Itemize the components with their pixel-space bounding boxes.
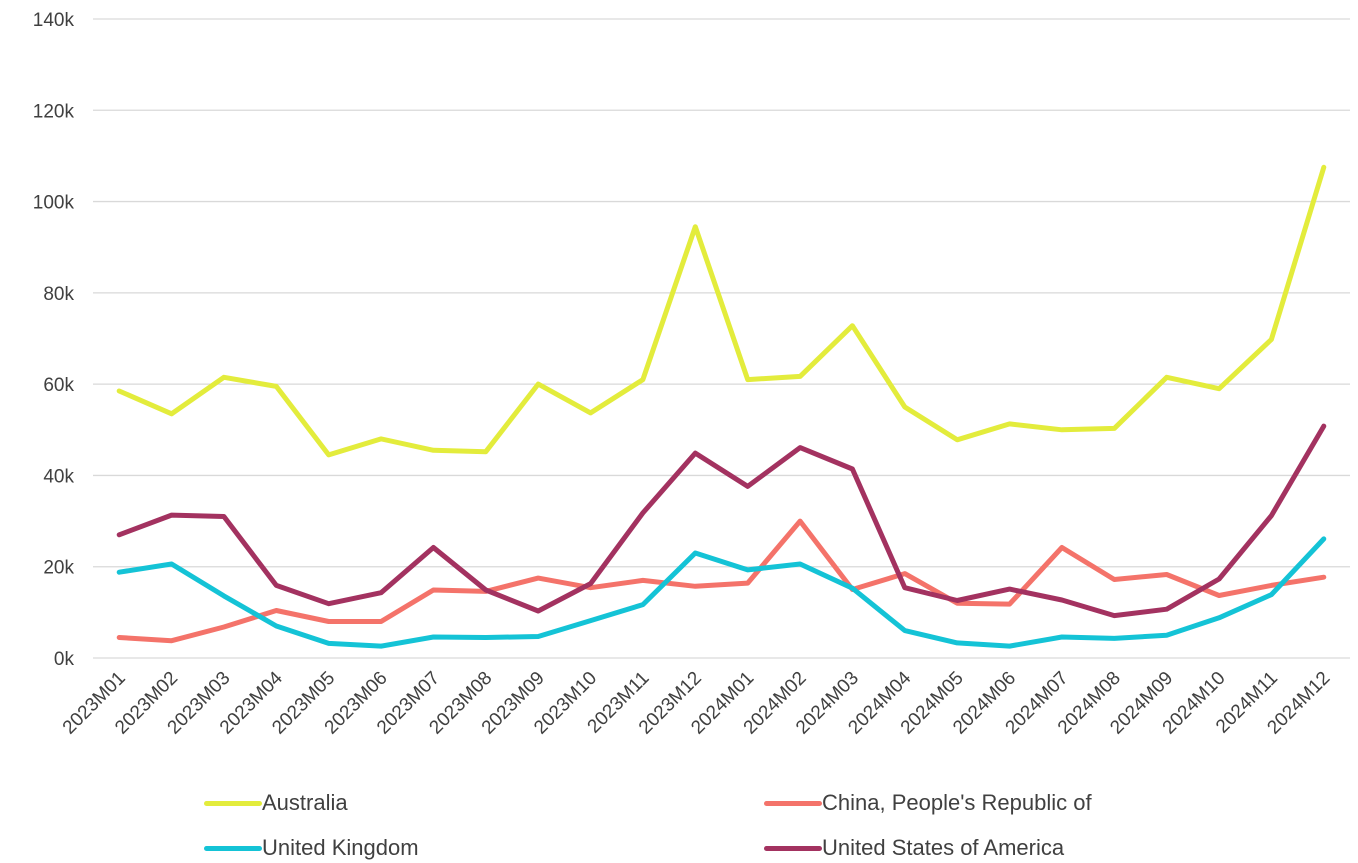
y-tick-label: 20k <box>43 558 74 579</box>
y-tick-label: 80k <box>43 284 74 305</box>
series-lines <box>116 164 1327 649</box>
y-tick-label: 40k <box>43 466 74 487</box>
legend-label: Australia <box>262 790 348 815</box>
series-line-china-people-s-republic-of <box>116 518 1327 644</box>
legend-swatch <box>764 845 822 851</box>
legend-item-china: China, People's Republic of <box>764 788 1092 818</box>
legend-item-united-states: United States of America <box>764 833 1064 863</box>
y-tick-label: 120k <box>33 101 75 122</box>
legend-swatch <box>204 845 262 851</box>
y-tick-label: 0k <box>54 649 75 670</box>
legend-label: United States of America <box>822 835 1065 860</box>
chart-canvas: 0k 20k 40k 60k 80k 100k 120k 140k 2023M012023M0… <box>33 10 1350 739</box>
legend-label: United Kingdom <box>262 835 419 860</box>
legend-swatch <box>764 800 822 806</box>
gridlines <box>93 18 1350 659</box>
series-line-united-states-of-america <box>116 423 1327 619</box>
series-line-united-kingdom <box>116 536 1327 649</box>
x-axis-ticks: 2023M012023M022023M032023M042023M052023M… <box>59 667 1335 738</box>
legend-swatch <box>204 800 262 806</box>
y-tick-label: 100k <box>33 193 75 214</box>
y-axis-ticks: 0k 20k 40k 60k 80k 100k 120k 140k <box>33 10 75 670</box>
legend-item-united-kingdom: United Kingdom <box>204 833 419 863</box>
legend: Australia China, People's Republic of Un… <box>0 780 1358 861</box>
legend-item-australia: Australia <box>204 788 348 818</box>
legend-label: China, People's Republic of <box>822 790 1092 815</box>
y-tick-label: 60k <box>43 375 74 396</box>
series-line-australia <box>116 164 1327 458</box>
y-tick-label: 140k <box>33 10 75 31</box>
